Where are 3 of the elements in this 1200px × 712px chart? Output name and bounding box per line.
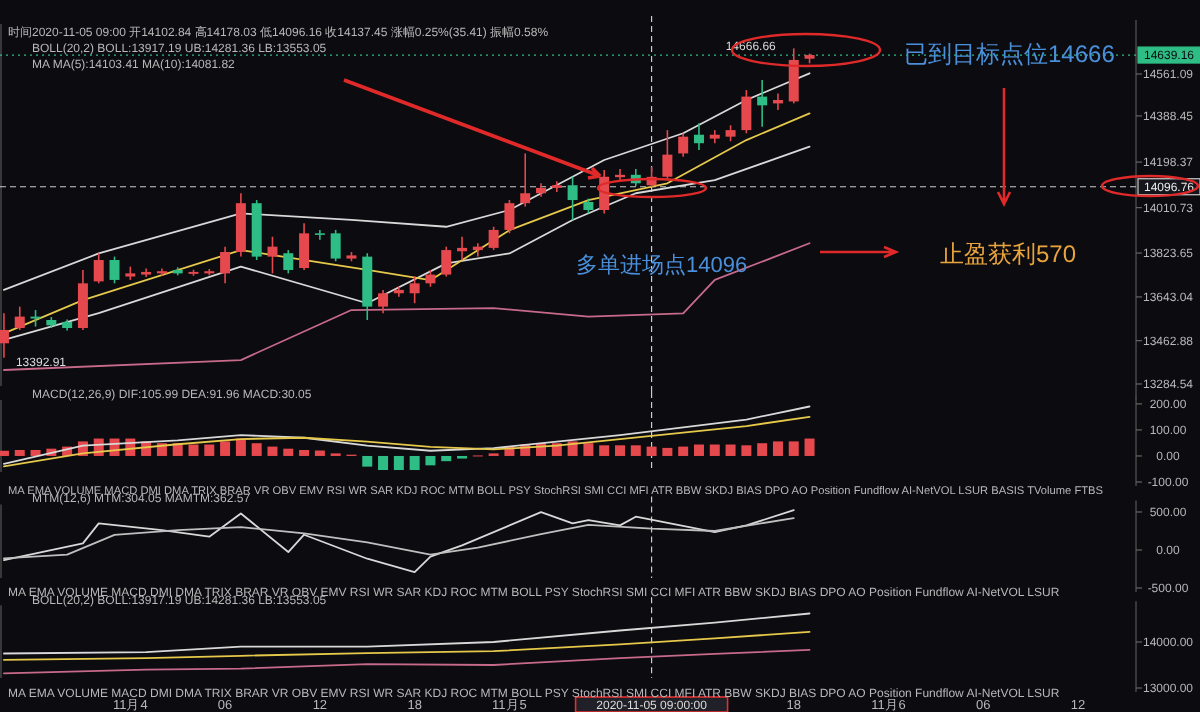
annotation: 多单进场点14096 bbox=[576, 252, 748, 278]
annotation: 止盈获利570 bbox=[940, 240, 1077, 268]
annotation: 已到目标点位14666 bbox=[904, 40, 1116, 68]
